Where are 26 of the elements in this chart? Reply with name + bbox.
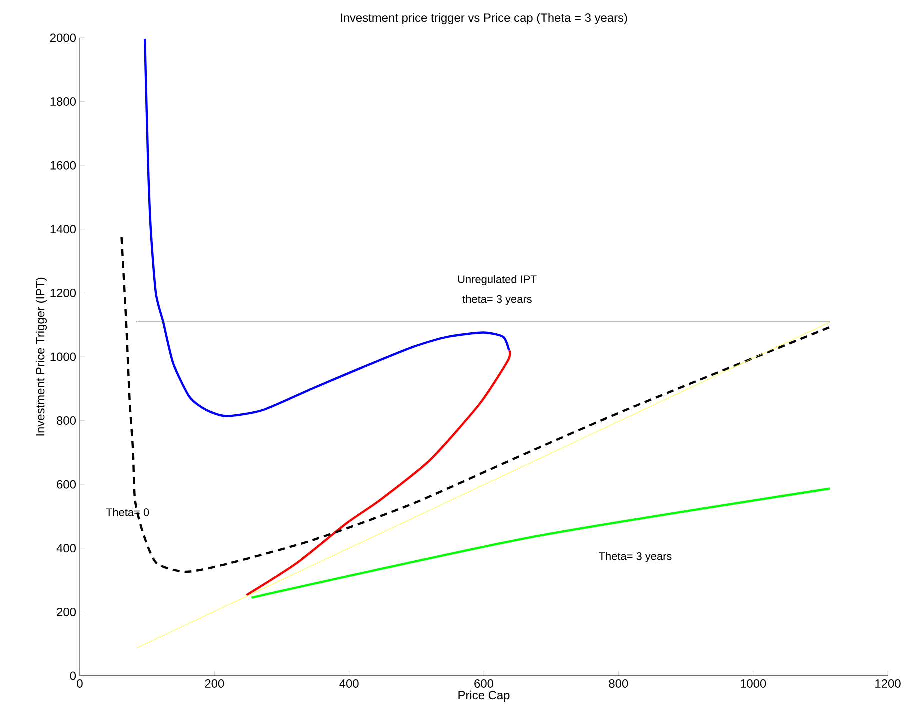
y-tick-label: 1000 bbox=[50, 352, 76, 362]
annotation: Unregulated IPT bbox=[458, 275, 538, 286]
x-tick-label: 800 bbox=[609, 680, 628, 688]
y-tick-label: 2000 bbox=[50, 34, 76, 42]
y-tick-label: 800 bbox=[57, 416, 76, 426]
x-tick-label: 1000 bbox=[740, 680, 766, 688]
x-tick-label: 200 bbox=[205, 680, 224, 688]
annotation: theta= 3 years bbox=[462, 295, 532, 306]
y-tick-label: 1600 bbox=[50, 161, 76, 170]
annotation: Theta= 3 years bbox=[599, 552, 672, 562]
x-tick-label: 600 bbox=[474, 680, 494, 688]
y-tick-label: 1800 bbox=[50, 98, 76, 106]
y-tick-label: 0 bbox=[70, 672, 76, 680]
y-tick-label: 200 bbox=[57, 608, 76, 616]
line-series bbox=[246, 350, 512, 596]
annotation: Theta= 0 bbox=[106, 508, 150, 516]
y-tick-label: 1400 bbox=[50, 225, 76, 234]
chart-title: Investment price trigger vs Price cap (Theta = 3 years) bbox=[341, 13, 628, 24]
x-tick-label: 400 bbox=[340, 680, 359, 688]
y-tick-label: 600 bbox=[57, 480, 76, 489]
y-tick-label: 400 bbox=[56, 544, 76, 553]
x-axis-title: Price Cap bbox=[458, 690, 510, 702]
x-tick-label: 1200 bbox=[876, 680, 901, 688]
y-axis-title: Investment Price Trigger (IPT) bbox=[36, 278, 48, 436]
y-tick-label: 1200 bbox=[50, 288, 76, 298]
x-tick-label: 0 bbox=[77, 680, 83, 688]
